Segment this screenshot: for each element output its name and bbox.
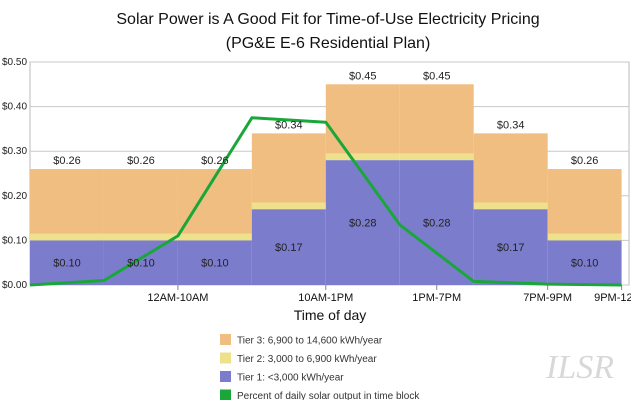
x-tick-label: 1PM-7PM bbox=[412, 292, 461, 304]
total-price-label: $0.26 bbox=[127, 155, 155, 167]
bar-segment-tier-2 bbox=[473, 202, 548, 210]
x-tick-label: 7PM-9PM bbox=[523, 292, 572, 304]
solar-output-line bbox=[29, 116, 622, 287]
bar-segment-tier-1 bbox=[547, 240, 622, 285]
y-tick-label: $0.00 bbox=[2, 280, 27, 291]
total-price-label: $0.34 bbox=[275, 119, 303, 131]
x-tick-label: 10AM-1PM bbox=[298, 292, 353, 304]
bar-segment-tier-2 bbox=[325, 153, 400, 161]
total-price-label: $0.45 bbox=[423, 70, 451, 82]
total-price-label: $0.26 bbox=[571, 155, 599, 167]
y-tick-label: $0.20 bbox=[2, 191, 27, 202]
tier1-price-label: $0.10 bbox=[53, 258, 81, 270]
bar-segment-tier-1 bbox=[30, 240, 104, 285]
legend-label: Tier 2: 3,000 to 6,900 kWh/year bbox=[237, 354, 377, 365]
bar-segment-tier-3 bbox=[473, 133, 548, 203]
bar-segment-tier-2 bbox=[251, 202, 326, 210]
bar-segment-tier-1 bbox=[399, 160, 474, 285]
legend-label: Tier 3: 6,900 to 14,600 kWh/year bbox=[237, 336, 383, 347]
bar-segment-tier-3 bbox=[30, 169, 104, 234]
legend-swatch bbox=[220, 371, 231, 382]
legend-label: Tier 1: <3,000 kWh/year bbox=[237, 373, 344, 384]
plot-area: $0.00 $0.10 $0.20 $0.30 $0.40 $0.50 $0.26 $0.10… bbox=[2, 57, 631, 304]
total-price-label: $0.45 bbox=[349, 70, 377, 82]
bar-segment-tier-3 bbox=[103, 169, 178, 234]
total-price-label: $0.26 bbox=[53, 155, 81, 167]
bar-segment-tier-3 bbox=[177, 169, 252, 234]
chart-subtitle: (PG&E E-6 Residential Plan) bbox=[226, 35, 431, 52]
bar-segment-tier-2 bbox=[399, 153, 474, 161]
bar-segment-tier-1 bbox=[177, 240, 252, 285]
y-tick-label: $0.50 bbox=[2, 57, 27, 68]
tier1-price-label: $0.10 bbox=[127, 258, 155, 270]
tier1-price-label: $0.10 bbox=[571, 258, 599, 270]
legend-swatch bbox=[220, 352, 231, 364]
bar-segment-tier-3 bbox=[547, 169, 622, 234]
tier1-price-label: $0.28 bbox=[423, 218, 451, 230]
tier1-price-label: $0.17 bbox=[497, 242, 525, 254]
bar-segment-tier-3 bbox=[251, 133, 326, 203]
total-price-label: $0.26 bbox=[201, 155, 229, 167]
tier1-price-label: $0.10 bbox=[201, 258, 229, 270]
bar-segment-tier-1 bbox=[251, 209, 326, 285]
legend-swatch bbox=[220, 334, 231, 345]
legend: Tier 3: 6,900 to 14,600 kWh/year Tier 2: … bbox=[220, 334, 420, 400]
bar-segment-tier-2 bbox=[177, 233, 252, 241]
x-tick-label: 12AM-10AM bbox=[147, 292, 208, 304]
bar-segment-tier-2 bbox=[30, 233, 104, 241]
tier1-price-label: $0.17 bbox=[275, 242, 303, 254]
bar-segment-tier-3 bbox=[325, 84, 400, 154]
bar-segment-tier-1 bbox=[325, 160, 400, 285]
bar-segment-tier-2 bbox=[103, 233, 178, 241]
tier1-price-label: $0.28 bbox=[349, 218, 377, 230]
y-tick-label: $0.10 bbox=[2, 235, 27, 246]
ilsr-logo: ILSR bbox=[545, 349, 614, 386]
legend-swatch bbox=[220, 389, 231, 400]
x-tick-label: 9PM-12AM bbox=[594, 292, 631, 304]
ilsr-logo-text: ILSR bbox=[545, 349, 614, 386]
chart-title: Solar Power is A Good Fit for Time-of-Us… bbox=[116, 11, 539, 28]
bar-segment-tier-3 bbox=[399, 84, 474, 154]
bar-segment-tier-2 bbox=[547, 233, 622, 241]
bar-segment-tier-1 bbox=[473, 209, 548, 285]
y-tick-label: $0.30 bbox=[2, 146, 27, 157]
x-axis-label: Time of day bbox=[294, 307, 367, 323]
bar-segment-tier-1 bbox=[103, 240, 178, 285]
legend-label: Percent of daily solar output in time bl… bbox=[237, 391, 420, 400]
y-tick-label: $0.40 bbox=[2, 102, 27, 113]
total-price-label: $0.34 bbox=[497, 119, 525, 131]
